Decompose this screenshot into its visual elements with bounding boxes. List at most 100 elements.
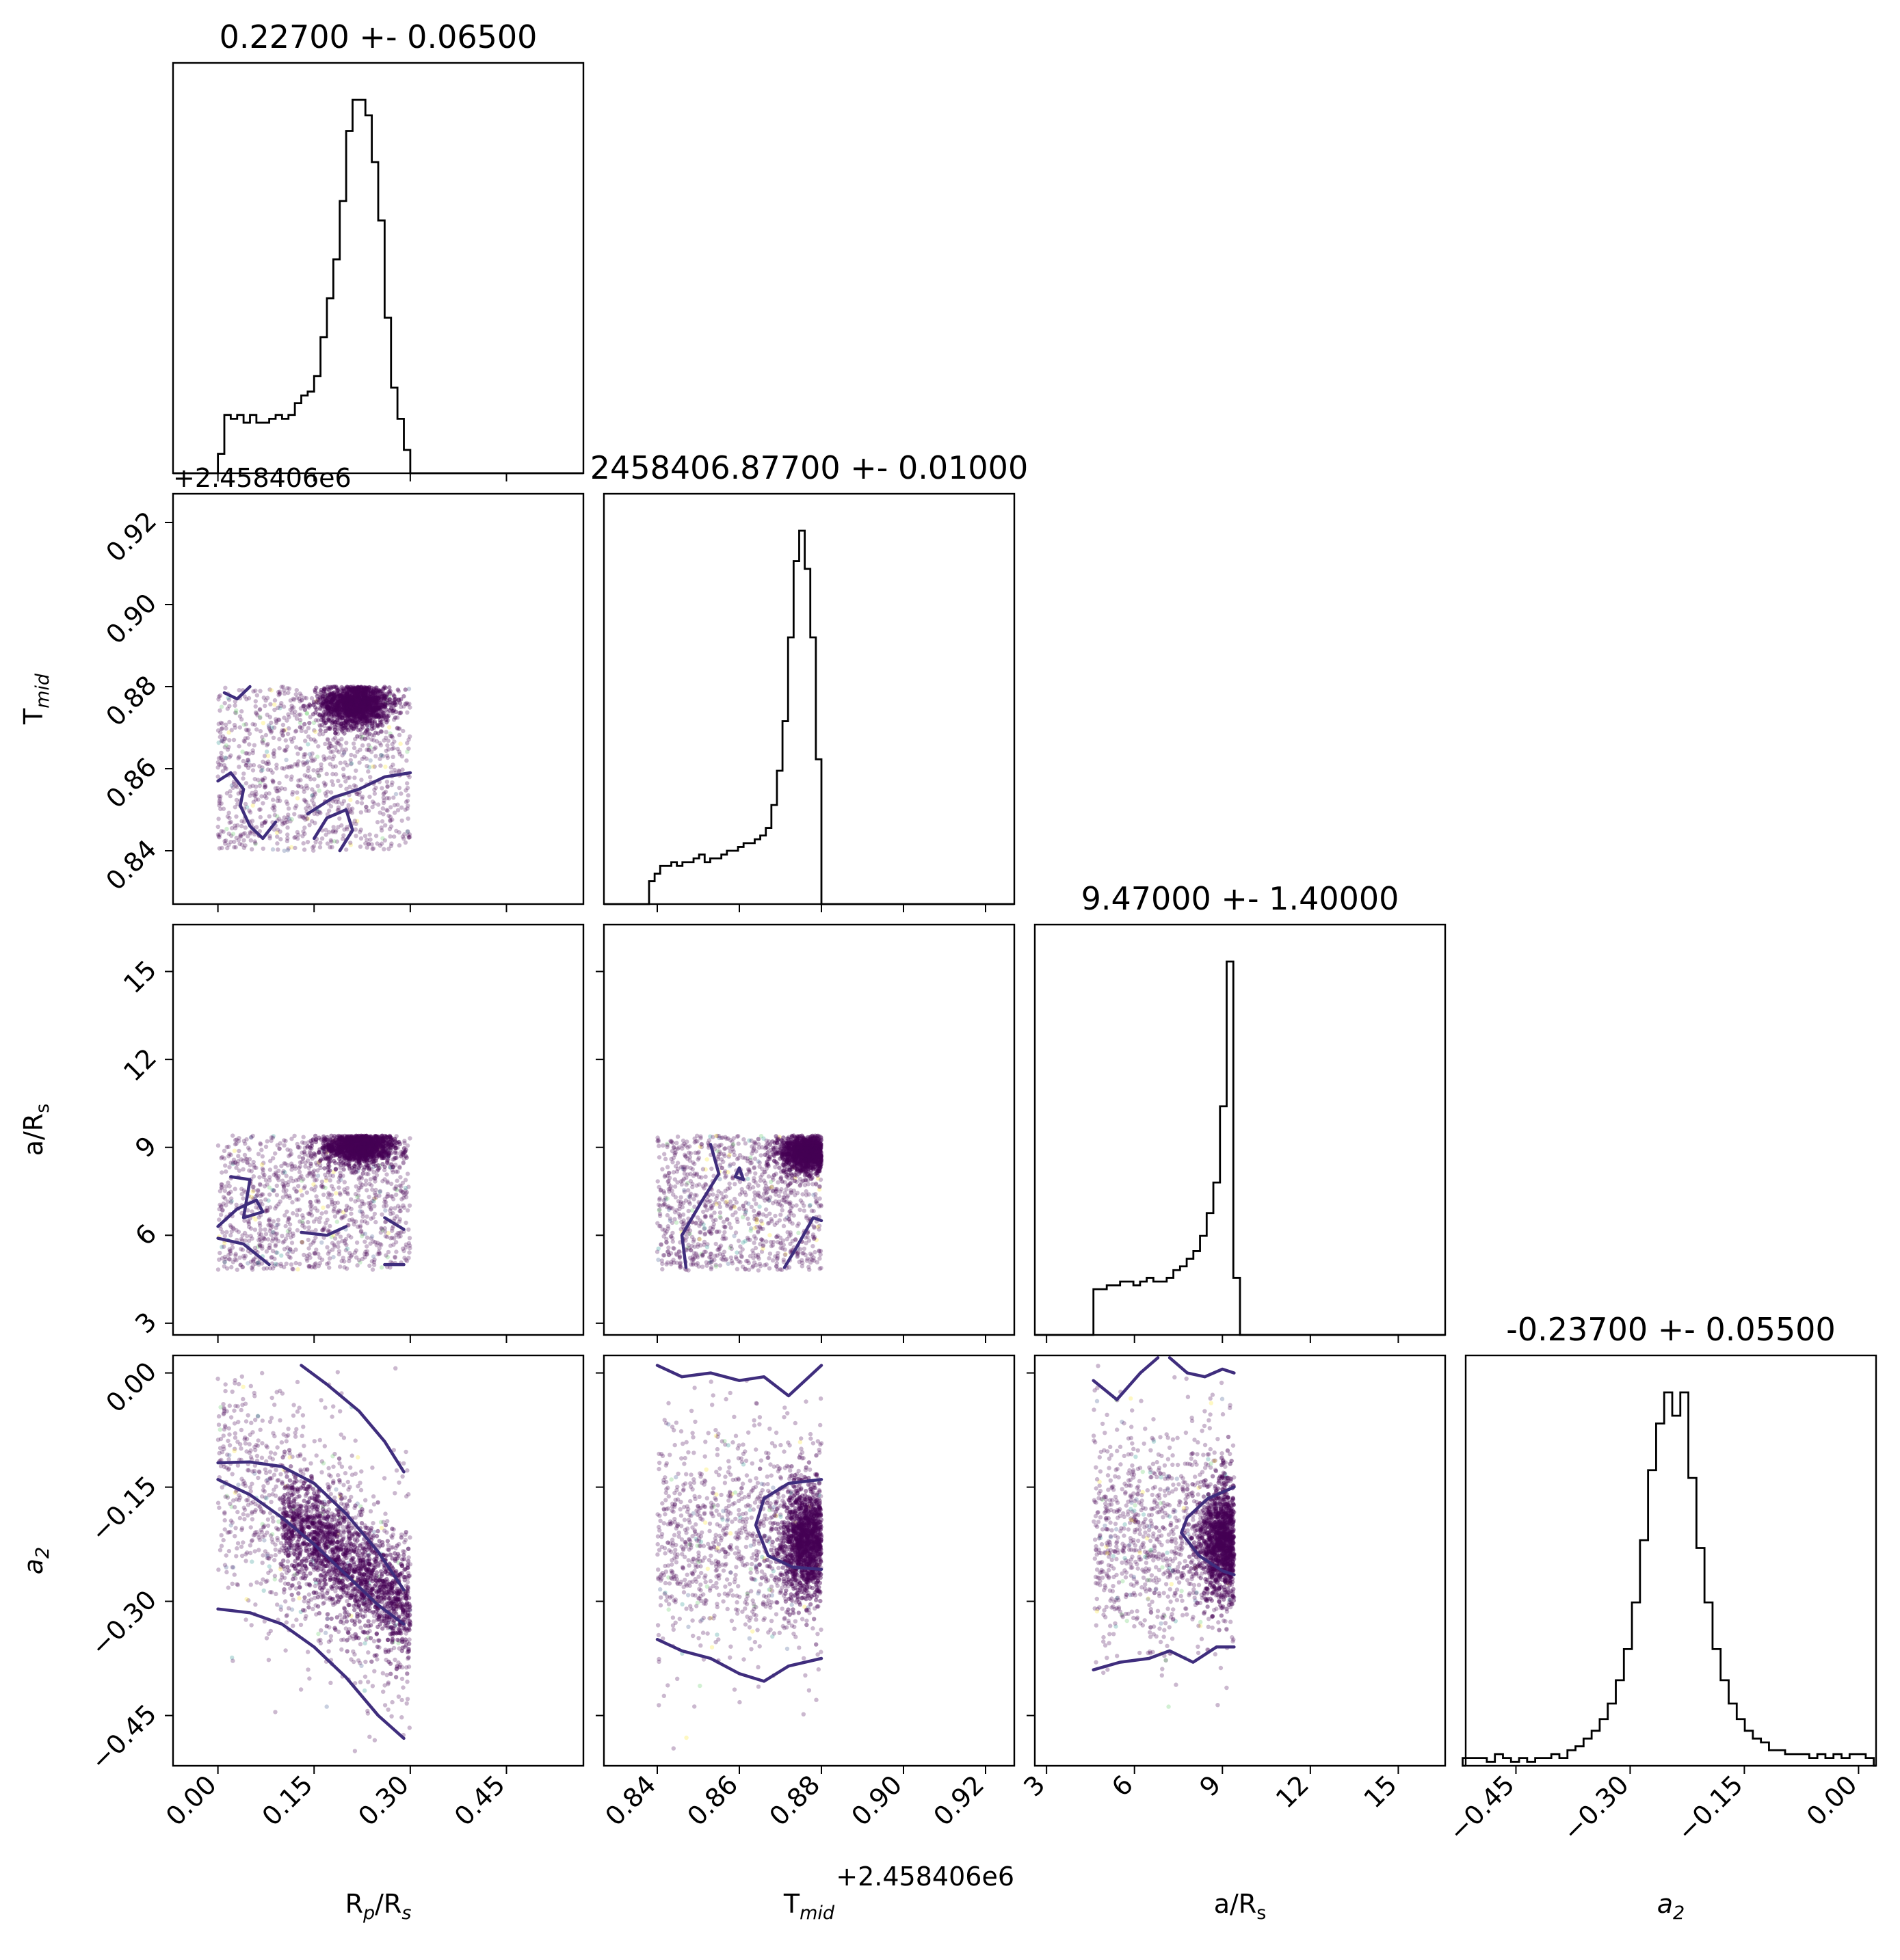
scatter-point <box>372 696 378 700</box>
scatter-point <box>364 700 369 705</box>
scatter-point <box>366 705 371 710</box>
scatter-point <box>326 737 330 743</box>
scatter-point <box>343 696 347 700</box>
scatter-point <box>375 697 380 702</box>
histogram-panel-3: -0.23700 +- 0.05500 <box>1462 1311 1877 1767</box>
scatter-point <box>365 693 370 698</box>
scatter-point <box>329 1234 334 1239</box>
scatter-point <box>324 698 330 703</box>
scatter-point <box>349 1139 354 1144</box>
scatter-point <box>267 1218 272 1223</box>
scatter-point <box>352 1250 358 1255</box>
scatter-point <box>373 1193 378 1197</box>
scatter-point <box>219 801 224 806</box>
scatter-point <box>347 693 352 698</box>
scatter-point <box>370 709 375 714</box>
scatter-point <box>398 1205 403 1210</box>
scatter-point <box>380 806 385 811</box>
scatter-point <box>377 689 382 694</box>
scatter-point <box>341 697 346 702</box>
scatter-point <box>311 1264 317 1269</box>
scatter-point <box>257 764 262 769</box>
scatter-point <box>397 769 401 774</box>
scatter-point <box>337 706 343 711</box>
scatter-point <box>360 702 366 707</box>
scatter-point <box>287 1230 292 1235</box>
scatter-point <box>354 700 358 704</box>
scatter-point <box>405 1171 410 1176</box>
scatter-point <box>330 685 334 689</box>
scatter-point <box>375 724 380 729</box>
scatter-point <box>308 1255 313 1260</box>
scatter-point <box>261 759 265 765</box>
scatter-point <box>347 706 352 711</box>
scatter-point <box>262 1172 267 1178</box>
scatter-point <box>354 697 358 702</box>
scatter-point <box>378 704 382 709</box>
scatter-point <box>326 712 332 717</box>
scatter-point <box>363 690 368 696</box>
scatter-point <box>360 1234 365 1239</box>
scatter-point <box>258 715 263 720</box>
scatter-point <box>375 1241 380 1245</box>
scatter-point <box>313 689 318 694</box>
scatter-point <box>341 700 346 704</box>
scatter-point <box>264 750 269 754</box>
scatter-point <box>317 773 321 778</box>
scatter-point <box>300 1221 305 1226</box>
scatter-point <box>367 685 372 690</box>
scatter-point <box>242 831 247 836</box>
scatter-point <box>341 701 345 706</box>
scatter-point <box>405 741 410 745</box>
scatter-point <box>263 698 268 703</box>
scatter-point <box>295 1145 301 1150</box>
scatter-point <box>341 706 346 711</box>
scatter-point <box>228 1223 233 1228</box>
scatter-point <box>220 758 225 763</box>
scatter-point <box>228 819 233 825</box>
scatter-point <box>328 726 332 731</box>
scatter-point <box>223 841 228 846</box>
scatter-point <box>277 746 282 751</box>
scatter-point <box>365 747 369 752</box>
scatter-point <box>369 712 373 717</box>
scatter-point <box>331 696 336 700</box>
scatter-point <box>404 1257 408 1262</box>
scatter-point <box>232 1148 237 1153</box>
scatter-point <box>339 743 343 748</box>
scatter-point <box>291 1211 295 1216</box>
scatter-point <box>328 709 333 714</box>
scatter-point <box>352 706 356 711</box>
scatter-point <box>347 696 352 701</box>
scatter-point <box>332 708 337 713</box>
scatter-point <box>362 1255 367 1260</box>
scatter-point <box>225 814 230 819</box>
scatter-point <box>371 1170 376 1175</box>
scatter-point <box>263 791 269 796</box>
scatter-point <box>408 705 412 710</box>
scatter-point <box>373 696 378 701</box>
scatter-point <box>229 1199 234 1204</box>
scatter-point <box>241 819 246 824</box>
scatter-point <box>322 691 328 696</box>
scatter-point <box>353 1191 358 1197</box>
scatter-point <box>219 726 224 732</box>
scatter-point <box>354 689 358 693</box>
scatter-point <box>349 1252 354 1258</box>
scatter-point <box>360 725 365 730</box>
scatter-point <box>347 696 353 701</box>
scatter-point <box>263 820 267 825</box>
scatter-point <box>326 1195 330 1200</box>
scatter-point <box>269 728 274 734</box>
scatter-point <box>346 695 351 700</box>
scatter-point <box>355 693 360 698</box>
scatter-point <box>368 837 373 842</box>
scatter-point <box>344 706 349 711</box>
scatter-point <box>219 1156 224 1161</box>
scatter-point <box>328 691 333 697</box>
scatter-point <box>278 1199 282 1204</box>
scatter-point <box>361 698 367 704</box>
scatter-point <box>313 1137 318 1142</box>
scatter-point <box>338 717 343 722</box>
scatter-point <box>345 691 349 696</box>
